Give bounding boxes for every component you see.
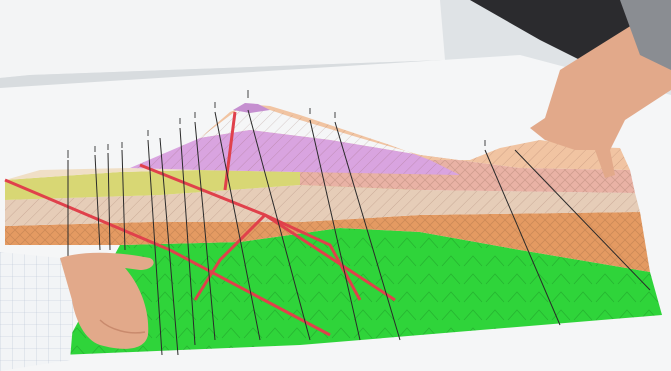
fault-lines	[4, 111, 396, 337]
right-sleeve	[620, 0, 671, 70]
right-hand	[530, 0, 671, 178]
layer-mauve-peak	[233, 103, 270, 113]
left-hand-skin	[60, 252, 154, 349]
cross-section	[4, 90, 662, 356]
right-hand-skin	[530, 0, 671, 178]
left-hand	[0, 252, 154, 371]
borehole-lines	[67, 109, 651, 356]
rolled-paper	[0, 0, 445, 78]
